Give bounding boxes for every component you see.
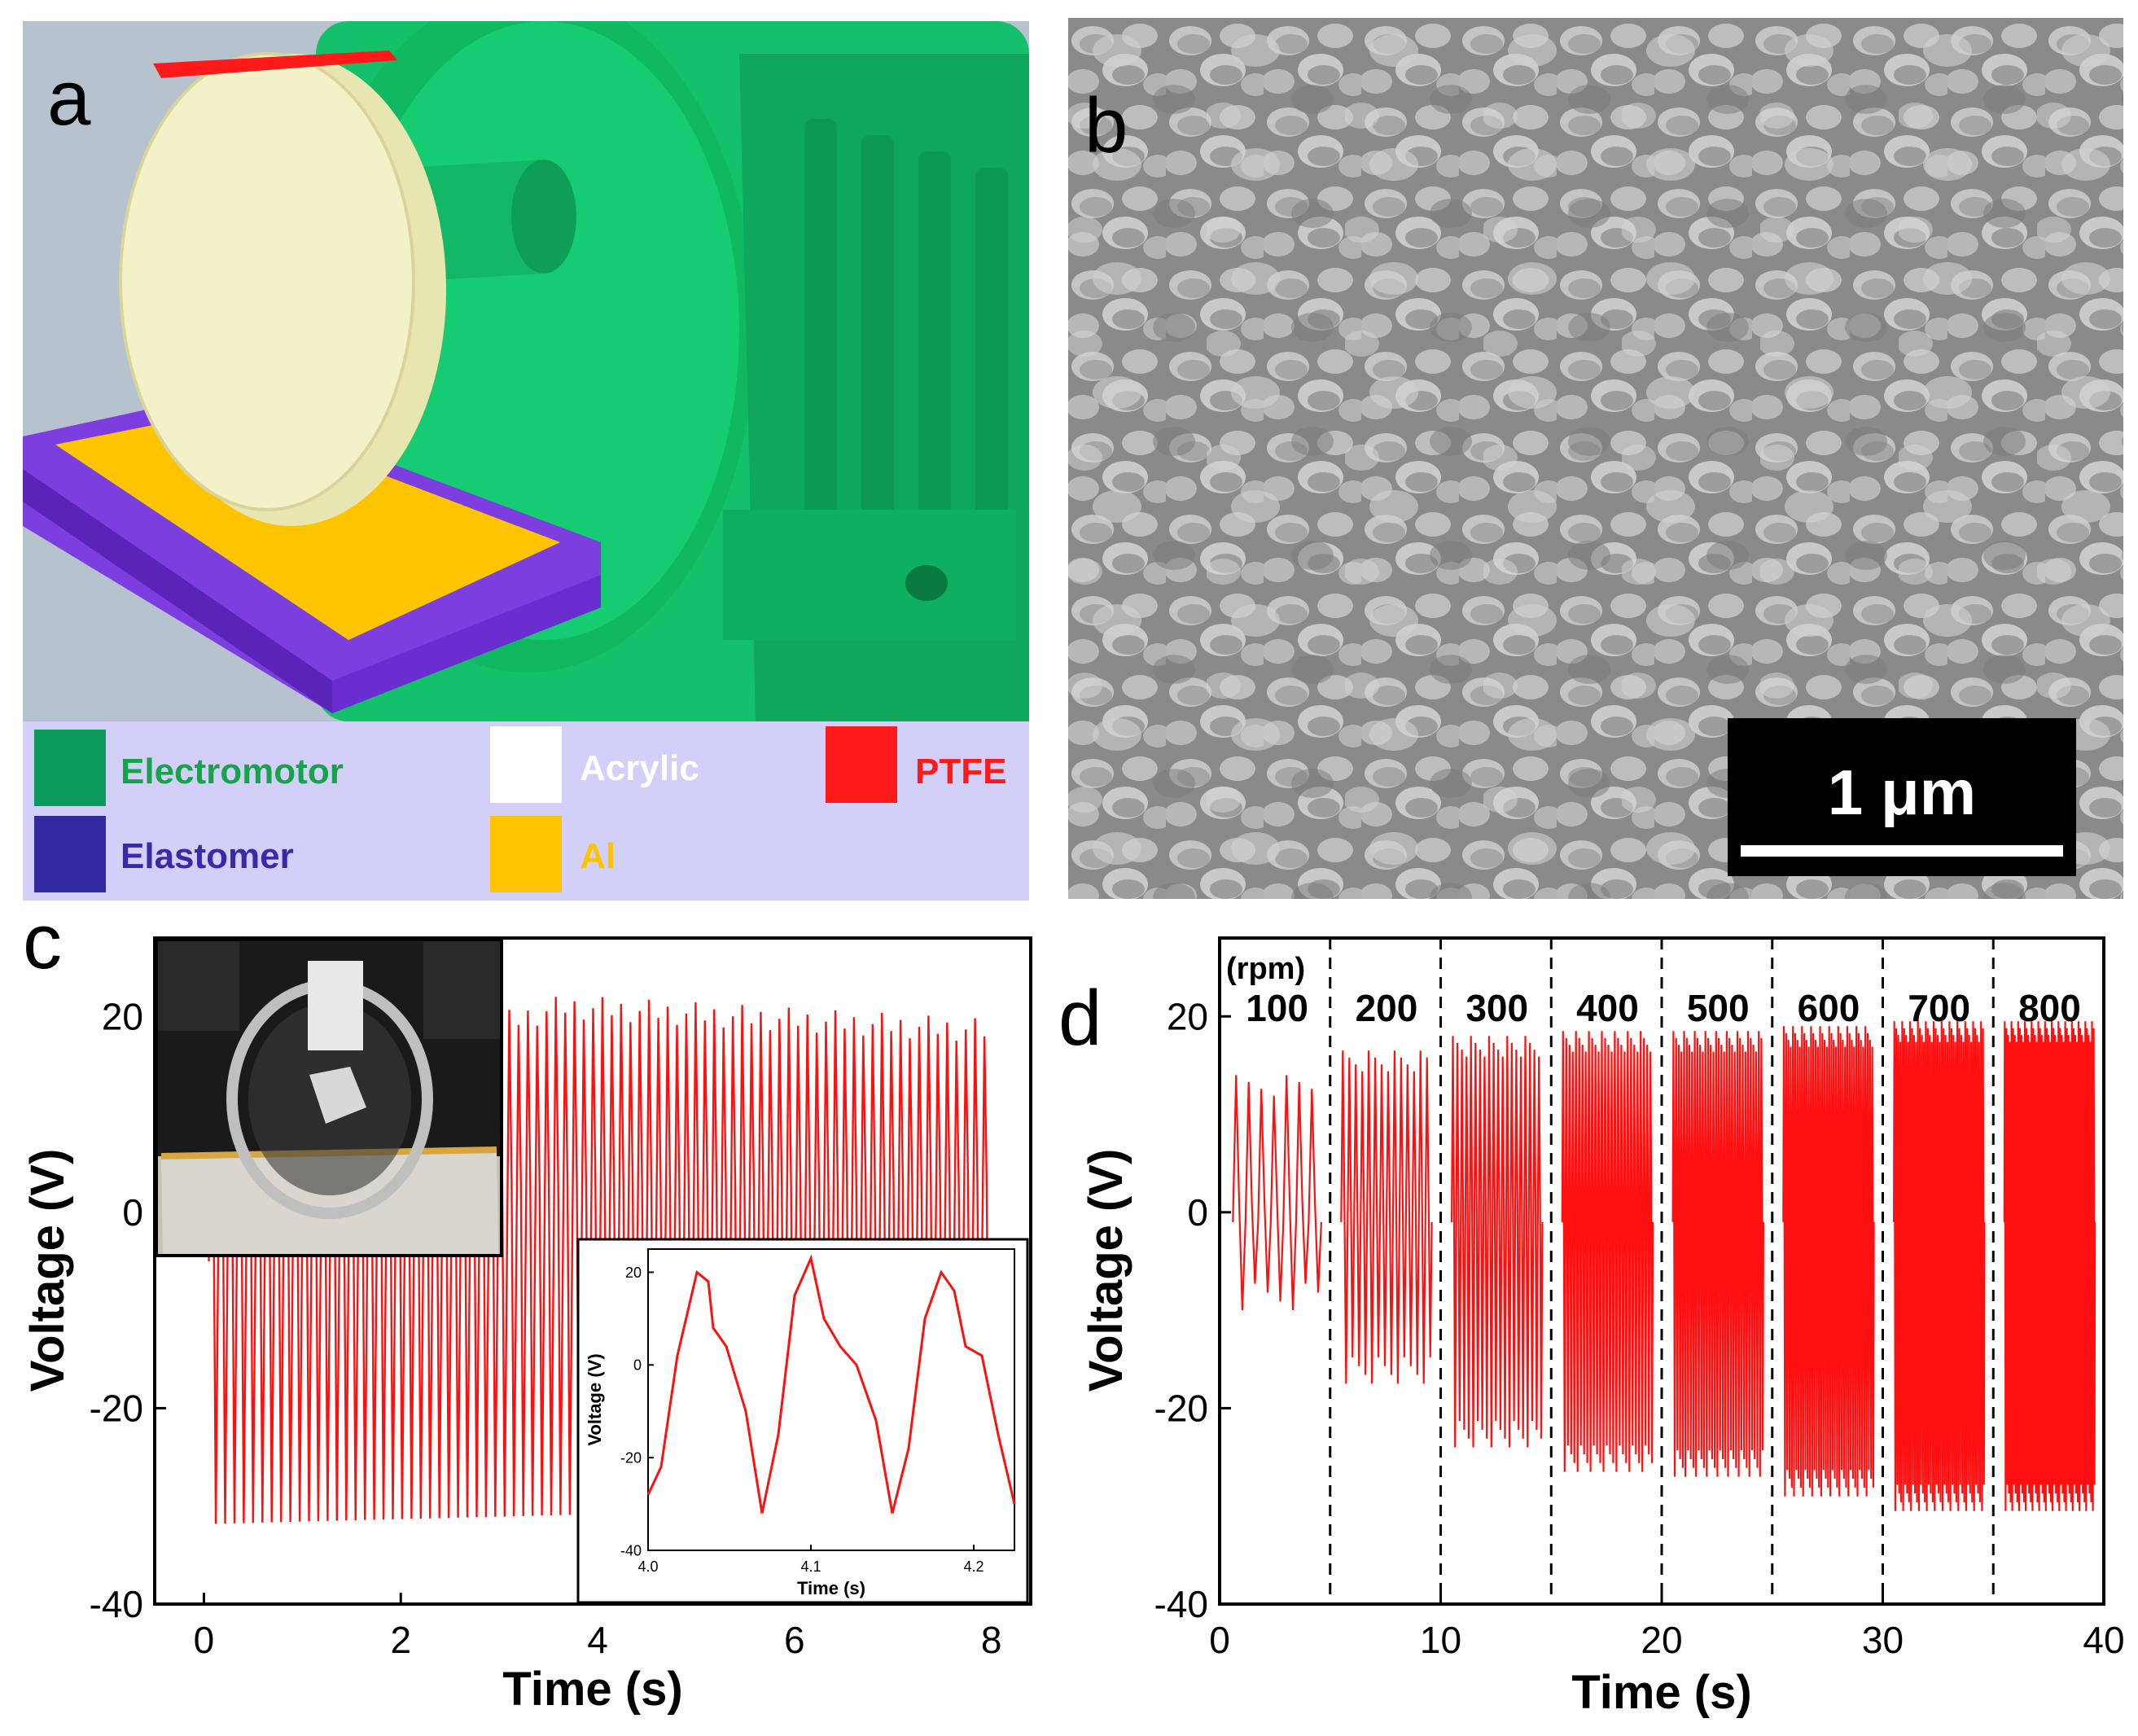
- rpm-dividers: [1329, 938, 1995, 1604]
- legend-swatch-elastomer: [34, 816, 106, 892]
- panel-label-a: a: [47, 55, 91, 142]
- voltage-segment-400: [1561, 1031, 1654, 1472]
- chart-d: 100 200 300 400 500 600 700 800 (rpm) 0 10 20 30 40…: [1080, 936, 2125, 1719]
- xlabel-c: Time (s): [502, 1663, 682, 1716]
- y-tick-label: -20: [90, 1387, 143, 1430]
- legend-label-elastomer: Elastomer: [120, 836, 294, 876]
- ylabel-d: Voltage (V): [1080, 1149, 1133, 1392]
- legend-label-al: Al: [580, 836, 616, 876]
- panel-label-b: b: [1084, 82, 1128, 169]
- legend-label-acrylic: Acrylic: [580, 748, 699, 788]
- voltage-segment-200: [1340, 1050, 1433, 1384]
- x-tick-label: 0: [1209, 1619, 1230, 1661]
- ylabel-inset: Voltage (V): [585, 1353, 605, 1445]
- rpm-label-600: 600: [1798, 987, 1860, 1029]
- ylabel-c: Voltage (V): [21, 1149, 74, 1392]
- voltage-segment-800: [2003, 1021, 2096, 1511]
- y-tick-label: 20: [1167, 995, 1208, 1037]
- panel-b: 1 μm b: [1068, 18, 2123, 899]
- axes-c: 0 2 4 6 8 -40 -20 0 20: [90, 995, 1002, 1661]
- y-tick-label: -40: [620, 1542, 642, 1558]
- y-tick-label: 20: [625, 1265, 642, 1281]
- voltage-segment-300: [1451, 1036, 1544, 1448]
- acrylic-disc: [119, 52, 446, 526]
- y-tick-label: -40: [90, 1583, 143, 1625]
- panel-label-d: d: [1058, 975, 1102, 1062]
- zoom-inset: 4.0 4.1 4.2 -40 -20 0 20 Time (s) Voltage (V): [576, 1238, 1029, 1604]
- legend-label-electromotor: Electromotor: [120, 752, 344, 791]
- voltage-trace-d: [1232, 1021, 2096, 1511]
- x-tick-label: 4.2: [963, 1558, 984, 1575]
- rpm-label-400: 400: [1576, 987, 1639, 1029]
- y-tick-label: 0: [633, 1357, 642, 1374]
- y-tick-label: 0: [122, 1191, 143, 1234]
- axes-inset: 4.0 4.1 4.2 -40 -20 0 20: [620, 1265, 984, 1575]
- legend-label-ptfe: PTFE: [915, 752, 1006, 791]
- x-tick-label: 20: [1641, 1619, 1682, 1661]
- x-tick-label: 0: [194, 1619, 215, 1661]
- rpm-label-300: 300: [1465, 987, 1528, 1029]
- sem-image: 1 μm: [1068, 18, 2123, 899]
- x-tick-label: 40: [2083, 1619, 2124, 1661]
- y-tick-label: -40: [1154, 1583, 1208, 1625]
- legend-swatch-electromotor: [34, 730, 106, 806]
- rpm-labels: 100 200 300 400 500 600 700 800: [1246, 987, 2081, 1029]
- rpm-label-100: 100: [1246, 987, 1308, 1029]
- x-tick-label: 4.1: [800, 1558, 821, 1575]
- rpm-label-500: 500: [1687, 987, 1750, 1029]
- scale-bar-label: 1 μm: [1828, 756, 1976, 828]
- voltage-segment-500: [1671, 1031, 1764, 1477]
- y-tick-label: 0: [1187, 1191, 1208, 1234]
- panel-a: Electromotor Acrylic PTFE Elastomer Al a: [23, 0, 1029, 901]
- xlabel-d: Time (s): [1571, 1666, 1751, 1719]
- xlabel-inset: Time (s): [797, 1578, 865, 1598]
- axes-d: 0 10 20 30 40 -40 -20 0 20: [1154, 995, 2125, 1661]
- rpm-header: (rpm): [1226, 952, 1305, 986]
- y-tick-label: -20: [620, 1449, 642, 1466]
- panel-label-c: c: [23, 898, 62, 985]
- x-tick-label: 8: [981, 1619, 1002, 1661]
- scale-bar-box: 1 μm: [1728, 718, 2076, 876]
- x-tick-label: 10: [1420, 1619, 1461, 1661]
- motor-schematic: Electromotor Acrylic PTFE Elastomer Al: [23, 0, 1029, 901]
- legend: Electromotor Acrylic PTFE Elastomer Al: [34, 726, 1006, 892]
- rpm-label-800: 800: [2018, 987, 2081, 1029]
- x-tick-label: 6: [784, 1619, 805, 1661]
- x-tick-label: 4: [587, 1619, 608, 1661]
- voltage-trace-inset: [646, 1254, 1016, 1514]
- scale-bar: [1741, 845, 2063, 857]
- rpm-label-200: 200: [1356, 987, 1418, 1029]
- voltage-series-inset: [646, 1254, 1016, 1514]
- rpm-label-700: 700: [1908, 987, 1970, 1029]
- panel-d: 100 200 300 400 500 600 700 800 (rpm) 0 10 20 30 40…: [1058, 912, 2138, 1732]
- x-tick-label: 30: [1862, 1619, 1904, 1661]
- x-tick-label: 4.0: [637, 1558, 658, 1575]
- panel-c: 0 2 4 6 8 -40 -20 0 20 Time (s) Voltage (V) 4.0 4…: [0, 898, 1050, 1732]
- voltage-segment-600: [1782, 1026, 1875, 1497]
- ptfe-strip: [153, 50, 397, 78]
- device-photo-inset: [155, 938, 503, 1257]
- voltage-segment-700: [1893, 1021, 1986, 1511]
- legend-swatch-acrylic: [490, 726, 562, 803]
- y-tick-label: -20: [1154, 1387, 1208, 1430]
- x-tick-label: 2: [390, 1619, 411, 1661]
- voltage-segment-100: [1232, 1075, 1322, 1311]
- y-tick-label: 20: [102, 995, 143, 1037]
- legend-swatch-al: [490, 816, 562, 892]
- legend-swatch-ptfe: [826, 726, 897, 803]
